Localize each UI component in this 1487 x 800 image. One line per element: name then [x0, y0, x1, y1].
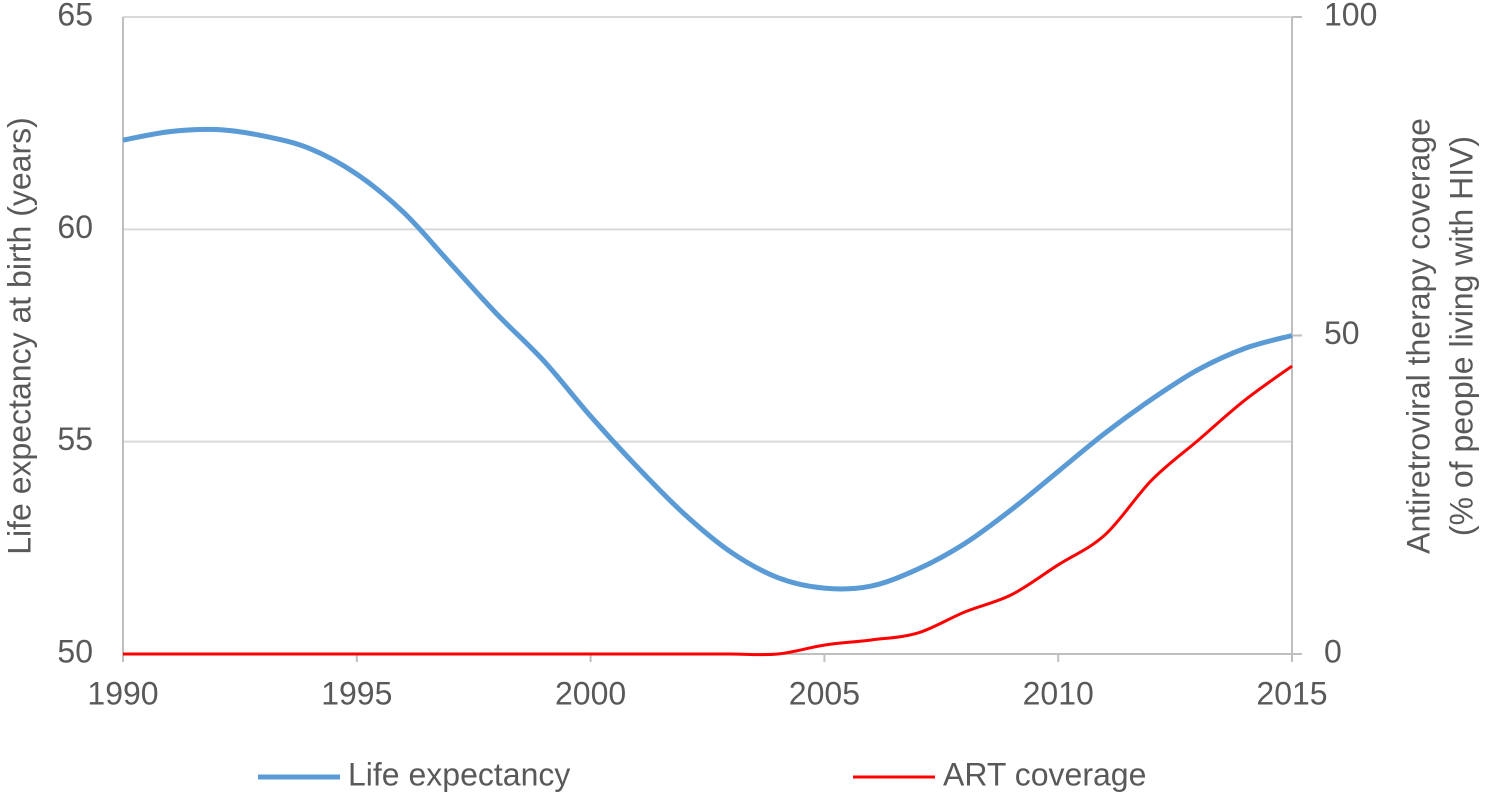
x-tick-label: 1995 — [321, 675, 392, 711]
series-line — [123, 364, 1293, 657]
y-tick-label: 50 — [57, 633, 93, 669]
y2-tick-label: 0 — [1324, 633, 1342, 669]
x-tick-label: 2010 — [1023, 675, 1094, 711]
y-tick-label: 55 — [57, 421, 93, 457]
y2-tick-label: 100 — [1324, 0, 1377, 32]
x-tick-label: 2005 — [789, 675, 860, 711]
x-tick-label: 2015 — [1256, 675, 1327, 711]
legend-label: Life expectancy — [348, 756, 570, 792]
y2-axis-label: Antiretroviral therapy coverage — [1400, 118, 1436, 554]
y-tick-label: 60 — [57, 209, 93, 245]
y2-tick-label: 50 — [1324, 315, 1360, 351]
x-tick-label: 1990 — [87, 675, 158, 711]
y-tick-label: 65 — [57, 0, 93, 32]
series-line — [122, 126, 1293, 592]
x-tick-label: 2000 — [555, 675, 626, 711]
legend-label: ART coverage — [943, 756, 1146, 792]
y-axis-label: Life expectancy at birth (years) — [1, 117, 37, 555]
y2-axis-label: (% of people living with HIV) — [1443, 136, 1479, 536]
